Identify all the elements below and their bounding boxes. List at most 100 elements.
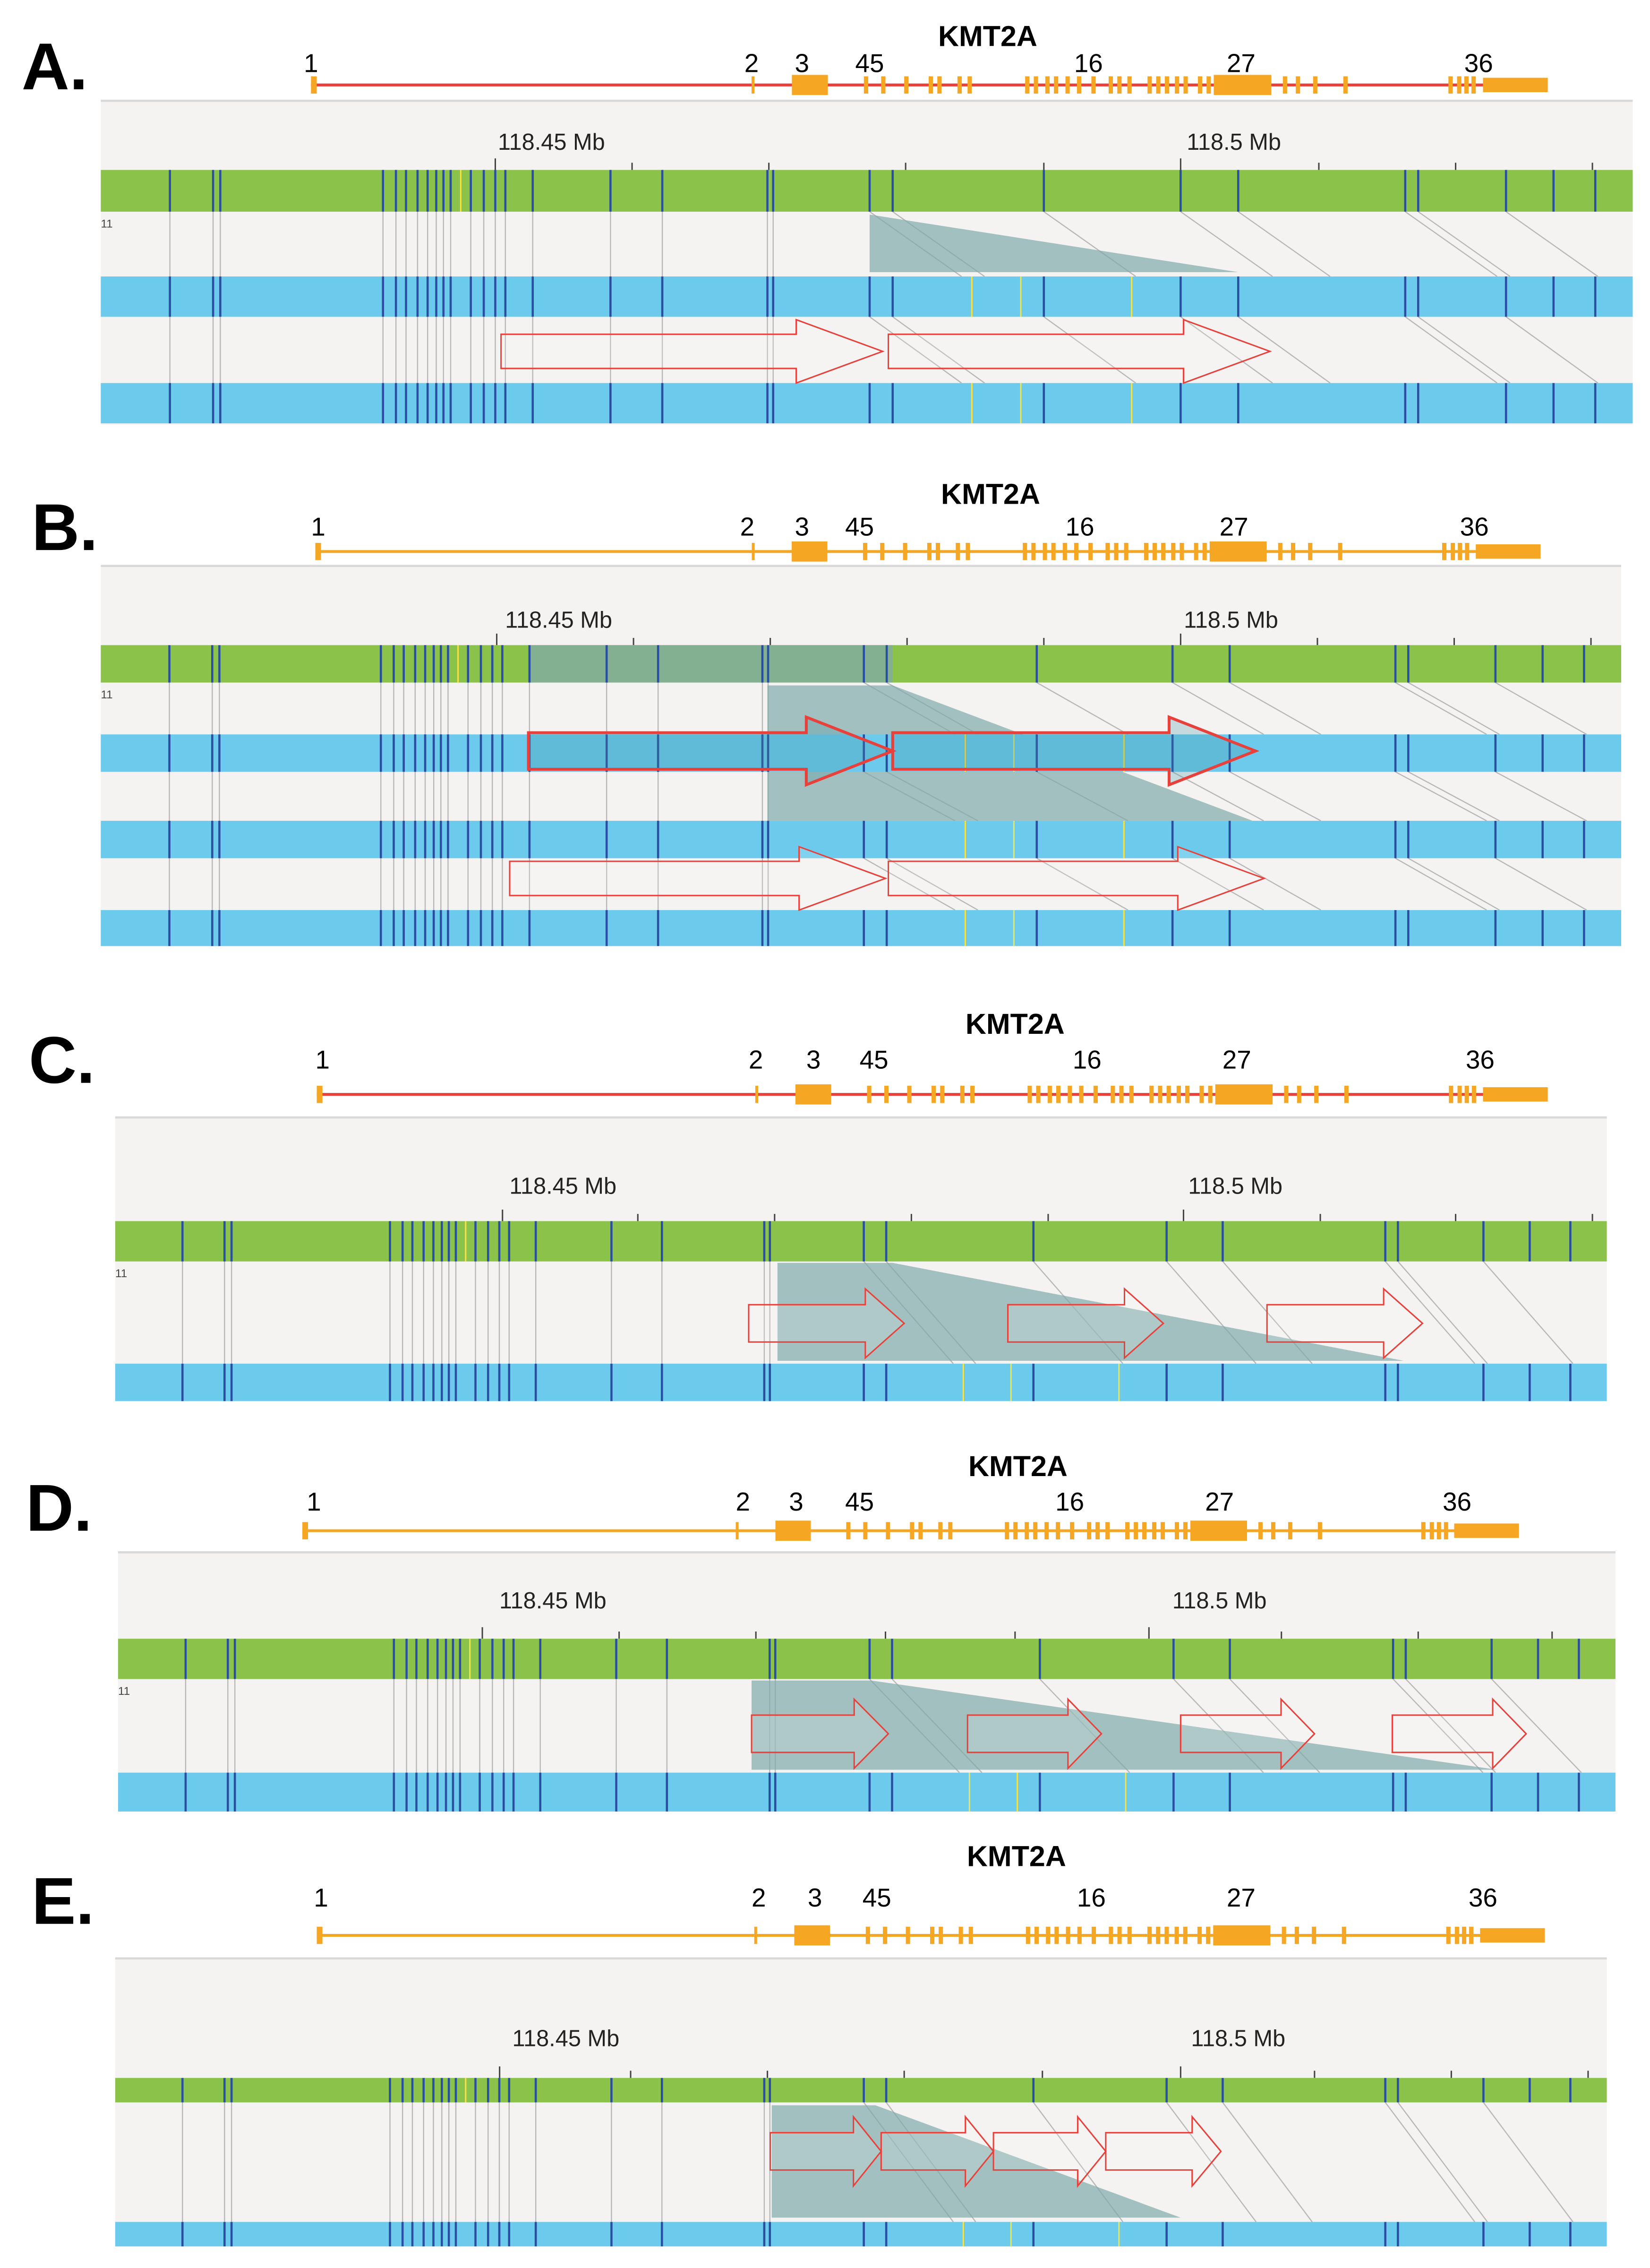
alignment-connector-line — [1405, 1678, 1496, 1773]
exon — [1448, 76, 1453, 94]
exon — [867, 1085, 872, 1103]
exon — [1108, 76, 1113, 94]
exon — [1056, 1085, 1061, 1103]
duplication-arrow — [992, 2114, 1107, 2188]
axis-coordinate-label: 118.5 Mb — [1187, 129, 1281, 155]
exon — [956, 542, 960, 560]
alignment-connector-line — [1229, 682, 1321, 735]
exon — [1114, 542, 1119, 560]
chromosome-label: 11 — [101, 688, 112, 701]
exon — [1026, 1926, 1030, 1944]
exon — [1444, 1522, 1448, 1539]
exon — [1111, 1085, 1115, 1103]
exon — [1033, 1522, 1038, 1539]
exon — [1278, 542, 1282, 560]
alignment-connector-line — [1238, 316, 1331, 384]
exon — [1282, 1926, 1286, 1944]
panel-label: E. — [32, 1864, 94, 1938]
exon — [1183, 1926, 1188, 1944]
exon — [1062, 542, 1067, 560]
exon — [1147, 76, 1152, 94]
exon — [1164, 76, 1169, 94]
alignment-connector-line — [1385, 2102, 1476, 2223]
exon — [1144, 542, 1148, 560]
duplication-arrow — [888, 318, 1272, 384]
exon — [1317, 1522, 1322, 1539]
exon — [1180, 542, 1184, 560]
gene-title: KMT2A — [968, 1450, 1068, 1482]
panel-e: E. KMT2A 1 2 3 45 16 27 36 118.45 Mb 118.5 Mb — [32, 1840, 1607, 2247]
alignment-connector-line — [1495, 858, 1587, 911]
exon — [315, 542, 321, 560]
exon — [1175, 1522, 1180, 1539]
exon — [1258, 1522, 1263, 1539]
exon — [1077, 1926, 1082, 1944]
panel-label: A. — [22, 29, 88, 103]
exon — [1214, 75, 1272, 95]
exon — [1471, 76, 1476, 94]
exon — [1161, 542, 1166, 560]
exon — [1142, 1522, 1147, 1539]
alignment-connector-line — [1180, 211, 1273, 277]
duplication-triangle — [752, 1680, 1497, 1770]
exon-number-label: 36 — [1460, 512, 1489, 541]
panel-label: C. — [29, 1023, 95, 1097]
chromosome-label: 11 — [101, 218, 112, 231]
exon-number-label: 2 — [740, 512, 755, 541]
exon — [1202, 542, 1207, 560]
exon — [1025, 76, 1030, 94]
exon-utr-tail — [1476, 544, 1541, 559]
exon — [1044, 1522, 1049, 1539]
exon — [1134, 1522, 1138, 1539]
exon — [1079, 1085, 1084, 1103]
exon — [930, 1926, 935, 1944]
panel-c: C. KMT2A 1 2 3 45 16 27 36 118.45 Mb 118.5 Mb 11 — [29, 1008, 1607, 1401]
duplication-arrow-bold — [891, 715, 1260, 787]
alignment-connector-line — [1238, 211, 1331, 277]
exon — [794, 1925, 830, 1946]
exon — [1109, 1926, 1113, 1944]
duplication-arrow — [1105, 2114, 1222, 2188]
exon — [863, 1522, 868, 1539]
exon — [316, 1926, 323, 1944]
exon-number-label: 36 — [1469, 1883, 1497, 1912]
genome-browser-track-area — [101, 101, 1633, 425]
exon — [1023, 542, 1027, 560]
alignment-connector-line — [1408, 858, 1500, 911]
exon-number-label: 1 — [304, 48, 318, 77]
read-track — [101, 276, 1633, 317]
exon — [1117, 76, 1122, 94]
exon — [883, 1926, 888, 1944]
alignment-connector-line — [1229, 858, 1321, 911]
axis-coordinate-label: 118.45 Mb — [499, 1588, 607, 1614]
alignment-connector-line — [863, 858, 956, 911]
exon — [904, 76, 909, 94]
exon — [1465, 542, 1470, 560]
exon — [1206, 76, 1211, 94]
alignment-connector-line — [1408, 771, 1500, 822]
gene-title: KMT2A — [941, 478, 1040, 510]
alignment-connector-line — [1483, 2102, 1573, 2223]
panel-label: B. — [32, 490, 98, 564]
exon — [1171, 542, 1176, 560]
exon — [1174, 1926, 1179, 1944]
alignment-connector-line — [1172, 771, 1264, 822]
exon — [792, 75, 828, 95]
exon — [1209, 541, 1267, 562]
exon — [1043, 542, 1047, 560]
exon — [1129, 1085, 1134, 1103]
alignment-connector-line — [1395, 858, 1487, 911]
exon — [881, 76, 886, 94]
exon — [1462, 1926, 1467, 1944]
exon — [1124, 542, 1128, 560]
exon-number-label: 16 — [1077, 1883, 1106, 1912]
exon — [1088, 542, 1093, 560]
alignment-connector-line — [869, 316, 962, 384]
exon — [865, 1926, 870, 1944]
exon — [1117, 1926, 1122, 1944]
exon — [1068, 1085, 1072, 1103]
exon-number-label: 1 — [311, 512, 325, 541]
exon — [1208, 1085, 1213, 1103]
exon — [1271, 1522, 1275, 1539]
alignment-connector-line — [1385, 1261, 1476, 1364]
